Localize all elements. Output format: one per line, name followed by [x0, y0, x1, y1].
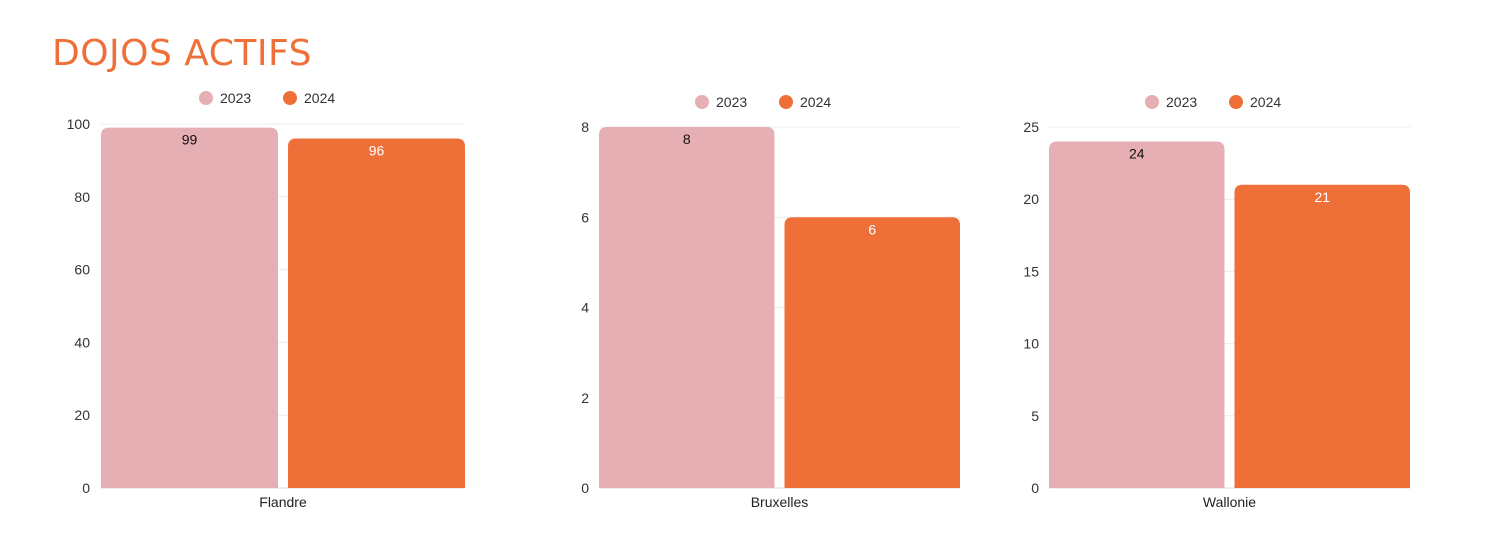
legend-marker	[1145, 95, 1159, 109]
data-label: 24	[1129, 145, 1145, 161]
y-tick-label: 10	[1023, 336, 1039, 352]
bar	[1234, 184, 1410, 488]
chart-panel: 0 2 4 6 8 2023 2024 8 6 Bruxelles	[581, 94, 960, 510]
y-tick-label: 6	[581, 209, 589, 225]
y-tick-label: 80	[74, 189, 90, 205]
y-tick-label: 20	[74, 407, 90, 423]
x-category-label: Wallonie	[1203, 494, 1256, 510]
legend-label: 2023	[220, 90, 251, 106]
legend-label: 2023	[716, 94, 747, 110]
y-tick-label: 0	[581, 480, 589, 496]
y-tick-label: 15	[1023, 263, 1039, 279]
y-tick-label: 0	[82, 480, 90, 496]
y-tick-label: 60	[74, 262, 90, 278]
data-label: 96	[369, 143, 385, 159]
data-label: 6	[868, 221, 876, 237]
y-tick-label: 5	[1031, 408, 1039, 424]
legend-marker	[199, 91, 213, 105]
x-category-label: Bruxelles	[751, 494, 809, 510]
bar	[101, 127, 278, 488]
bar	[784, 217, 960, 488]
y-tick-label: 25	[1023, 119, 1039, 135]
y-tick-label: 8	[581, 119, 589, 135]
page-title: DOJOS ACTIFS	[52, 33, 312, 74]
legend-marker	[1229, 95, 1243, 109]
y-tick-label: 20	[1023, 191, 1039, 207]
legend-label: 2024	[304, 90, 335, 106]
chart-panel: 0 20 40 60 80 100 2023 2024 99 96 Flandre	[67, 90, 465, 510]
y-tick-label: 0	[1031, 480, 1039, 496]
legend-marker	[695, 95, 709, 109]
legend-marker	[283, 91, 297, 105]
bar	[599, 127, 775, 488]
y-tick-label: 40	[74, 334, 90, 350]
chart-panel: 0 5 10 15 20 25 2023 2024 24 21 Wallonie	[1023, 94, 1410, 510]
legend-marker	[779, 95, 793, 109]
data-label: 21	[1314, 189, 1330, 205]
y-tick-label: 100	[67, 116, 91, 132]
y-tick-label: 2	[581, 390, 589, 406]
legend-label: 2024	[800, 94, 831, 110]
data-label: 99	[182, 132, 198, 148]
legend-label: 2024	[1250, 94, 1281, 110]
bar	[1049, 141, 1225, 488]
x-category-label: Flandre	[259, 494, 307, 510]
bar	[288, 138, 465, 488]
legend-label: 2023	[1166, 94, 1197, 110]
y-tick-label: 4	[581, 300, 589, 316]
data-label: 8	[683, 131, 691, 147]
